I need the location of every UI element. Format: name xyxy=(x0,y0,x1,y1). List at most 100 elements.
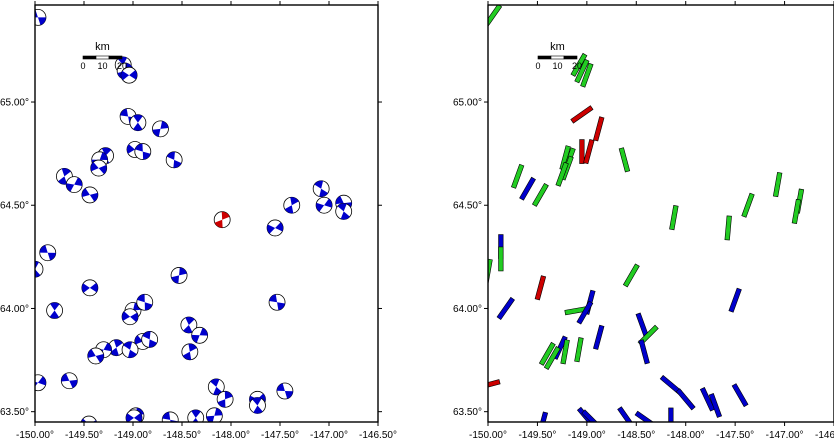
scale-bar-segment xyxy=(82,55,97,60)
stress-axis-bar xyxy=(574,337,584,363)
beachball-quadrant xyxy=(188,343,197,352)
beachball-quadrant xyxy=(183,324,193,333)
scale-bar: km 0 10 20 xyxy=(80,41,127,71)
beachball-quadrant xyxy=(89,282,98,293)
beachball-quadrant xyxy=(130,312,139,323)
scale-bar-label: 0 xyxy=(80,61,85,71)
beachball-quadrant xyxy=(95,354,104,363)
stress-axis-bar xyxy=(581,409,598,422)
beachball xyxy=(181,343,199,361)
beachball-quadrant xyxy=(191,334,200,343)
scale-bar: km 0 10 20 xyxy=(535,41,582,71)
scale-bar-segment xyxy=(550,55,565,60)
beachball-quadrant xyxy=(135,143,143,152)
stress-axis-bar xyxy=(519,176,536,201)
x-tick-label: -147.50° xyxy=(716,430,754,439)
stress-axis-bar xyxy=(791,198,802,224)
beachball-quadrant xyxy=(206,415,215,422)
beachball-quadrant xyxy=(314,180,324,189)
beachball-quadrant xyxy=(133,114,143,123)
stress-axis-bar xyxy=(593,324,605,350)
stress-axis-bar xyxy=(724,215,732,241)
beachball xyxy=(165,151,183,169)
beachball-quadrant xyxy=(267,224,276,234)
x-tick-label: -148.50° xyxy=(163,430,201,439)
scale-bar-segment xyxy=(537,55,552,60)
scale-bar-segment xyxy=(95,55,110,60)
beachball xyxy=(90,159,108,177)
scale-bar-title: km xyxy=(95,41,110,53)
beachball xyxy=(207,378,225,396)
stress-axis-bar xyxy=(669,205,679,231)
stress-axis-bar xyxy=(531,182,549,207)
beachball xyxy=(121,308,139,326)
beachball-quadrant xyxy=(166,151,175,160)
beachball-quadrant xyxy=(121,70,130,81)
x-tick-label: -150.00° xyxy=(469,430,507,439)
beachball-quadrant xyxy=(221,211,230,220)
beachball-quadrant xyxy=(252,397,262,406)
beachball-quadrant xyxy=(50,302,60,311)
beachball xyxy=(129,114,147,132)
beachball-quadrant xyxy=(148,339,157,348)
y-tick-label: 63.50° xyxy=(453,407,482,418)
stress-axis-bar xyxy=(511,163,525,189)
beachball-quadrant xyxy=(47,252,56,261)
beachball-quadrant xyxy=(109,347,119,356)
x-tick-label: -149.50° xyxy=(65,430,103,439)
stress-axis-bar xyxy=(488,258,493,284)
beachball-quadrant xyxy=(162,412,171,420)
y-tick-label: 64.00° xyxy=(0,304,29,315)
event-symbols xyxy=(488,5,805,422)
scale-bar-segment xyxy=(563,55,578,60)
beachball-quadrant xyxy=(337,203,347,212)
x-tick-label: -148.50° xyxy=(617,430,655,439)
stress-axis-bar xyxy=(538,341,556,366)
stress-axis-bar xyxy=(728,287,742,313)
y-tick-label: 65.00° xyxy=(453,98,482,109)
beachball-quadrant xyxy=(182,351,192,360)
stress-axis-bar xyxy=(675,388,696,411)
stress-axis-bar xyxy=(699,387,716,412)
beachball-quadrant xyxy=(217,399,226,408)
beachball-quadrant xyxy=(101,147,112,156)
beachball-quadrant xyxy=(87,349,96,358)
beachball-quadrant xyxy=(137,294,145,303)
y-tick-label: 65.00° xyxy=(0,98,29,109)
beachball xyxy=(125,409,143,422)
x-tick-label: -147.00° xyxy=(766,430,804,439)
beachball-quadrant xyxy=(340,211,350,220)
stress-axis-bar xyxy=(708,393,723,418)
beachball-quadrant xyxy=(335,195,344,205)
beachball-quadrant xyxy=(142,331,151,340)
beachball-quadrant xyxy=(61,373,70,382)
stress-axis-bar xyxy=(574,58,590,84)
stress-axis-bar xyxy=(579,139,585,164)
beachball-quadrant xyxy=(49,310,60,319)
beachball-quadrant xyxy=(128,349,137,358)
beachball xyxy=(152,120,169,138)
beachball-quadrant xyxy=(173,159,182,168)
x-tick-label: -148.00° xyxy=(667,430,705,439)
beachball xyxy=(312,180,330,198)
stress-axis-bar xyxy=(498,246,504,272)
beachball-quadrant xyxy=(74,177,83,186)
beachball xyxy=(283,196,301,214)
stress-axis-bar xyxy=(638,339,650,365)
beachball-quadrant xyxy=(152,128,161,137)
beachball-quadrant xyxy=(37,17,46,25)
stress-axis-bar xyxy=(570,105,594,124)
beachball-quadrant xyxy=(39,245,48,253)
beachball xyxy=(107,339,125,357)
beachball-quadrant xyxy=(214,408,223,416)
beachball xyxy=(315,196,333,214)
beachball xyxy=(191,326,209,344)
beachball xyxy=(187,409,205,422)
stress-axis-bar xyxy=(622,263,640,288)
beachball xyxy=(249,397,266,414)
beachball-quadrant xyxy=(113,339,123,348)
beachball-quadrant xyxy=(133,302,141,311)
beachball-quadrant xyxy=(191,409,201,418)
beachball-quadrant xyxy=(224,391,233,400)
stress-axis-bar xyxy=(617,406,633,422)
